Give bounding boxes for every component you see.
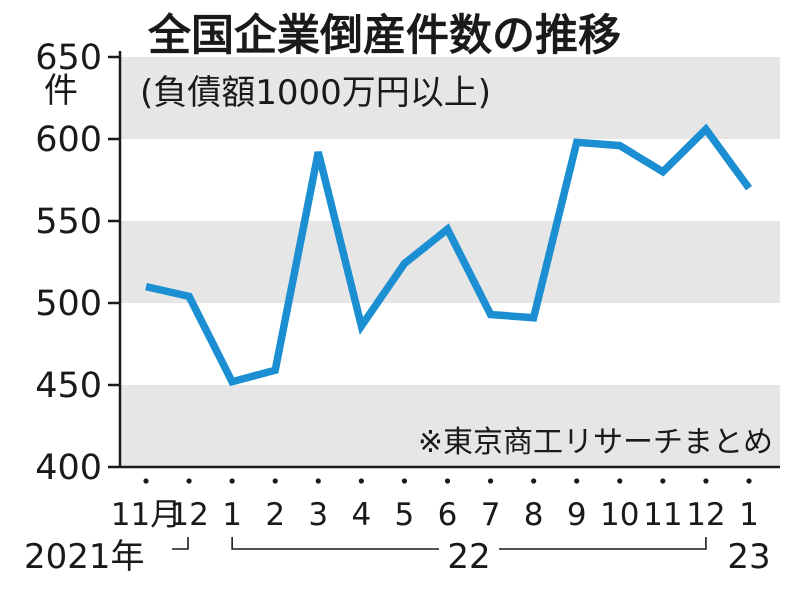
y-tick-label: 550: [35, 202, 102, 242]
grid-band: [120, 385, 780, 467]
x-tick-mark: [746, 478, 752, 484]
grid-bands: [120, 57, 780, 467]
series-line: [145, 123, 753, 387]
x-tick-label: 12: [169, 497, 208, 533]
x-tick-label: 6: [438, 497, 458, 533]
x-tick-mark: [487, 478, 494, 484]
x-tick-label: 9: [567, 497, 587, 533]
x-tick-label: 11月: [111, 497, 181, 533]
grid-band: [120, 57, 780, 139]
x-tick-mark: [617, 478, 623, 484]
x-tick-mark: [143, 478, 149, 484]
y-tick-label: 400: [35, 448, 102, 488]
x-tick-mark: [444, 478, 451, 484]
y-tick-label: 650: [35, 38, 102, 78]
x-tick-label: 4: [351, 497, 371, 533]
x-tick-label: 8: [524, 497, 544, 533]
x-tick-label: 5: [395, 497, 415, 533]
x-tick-mark: [358, 478, 364, 484]
x-tick-label: 1: [739, 497, 759, 533]
x-tick-mark: [272, 478, 278, 484]
x-tick-label: 12: [686, 497, 725, 533]
x-tick-mark: [229, 478, 235, 484]
source-note: ※東京商工リサーチまとめ: [418, 425, 773, 460]
y-unit-label: 件: [44, 71, 78, 111]
y-tick-label: 500: [35, 284, 102, 324]
year-label: 23: [727, 537, 770, 577]
year-labels: 2021年 22 23: [24, 537, 771, 577]
x-tick-mark: [401, 478, 408, 484]
year-label: 22: [447, 537, 490, 577]
data-series: [145, 123, 753, 387]
x-tick-mark: [315, 478, 321, 484]
x-tick-label: 10: [600, 497, 639, 533]
year-label: 2021年: [24, 537, 145, 577]
x-tick-label: 2: [265, 497, 285, 533]
x-tick-mark: [574, 478, 580, 484]
x-tick-label: 1: [222, 497, 242, 533]
x-tick-label: 7: [481, 497, 501, 533]
chart-subtitle: (負債額1000万円以上): [140, 73, 491, 113]
x-tick-mark: [703, 478, 709, 484]
x-tick-mark: [531, 478, 537, 484]
y-tick-label: 600: [35, 120, 102, 160]
year-bracket: [499, 537, 707, 550]
y-tick-label: 450: [35, 366, 102, 406]
y-tick-labels: 650 600 550 500 450 400: [35, 38, 120, 488]
chart-title: 全国企業倒産件数の推移: [147, 11, 621, 61]
x-tick-label: 11: [643, 497, 682, 533]
x-tick-label: 3: [308, 497, 328, 533]
x-tick-mark: [186, 478, 192, 484]
year-bracket: [172, 537, 189, 550]
axes: [118, 51, 780, 469]
x-tick-mark: [660, 478, 666, 484]
year-bracket: [231, 537, 440, 550]
